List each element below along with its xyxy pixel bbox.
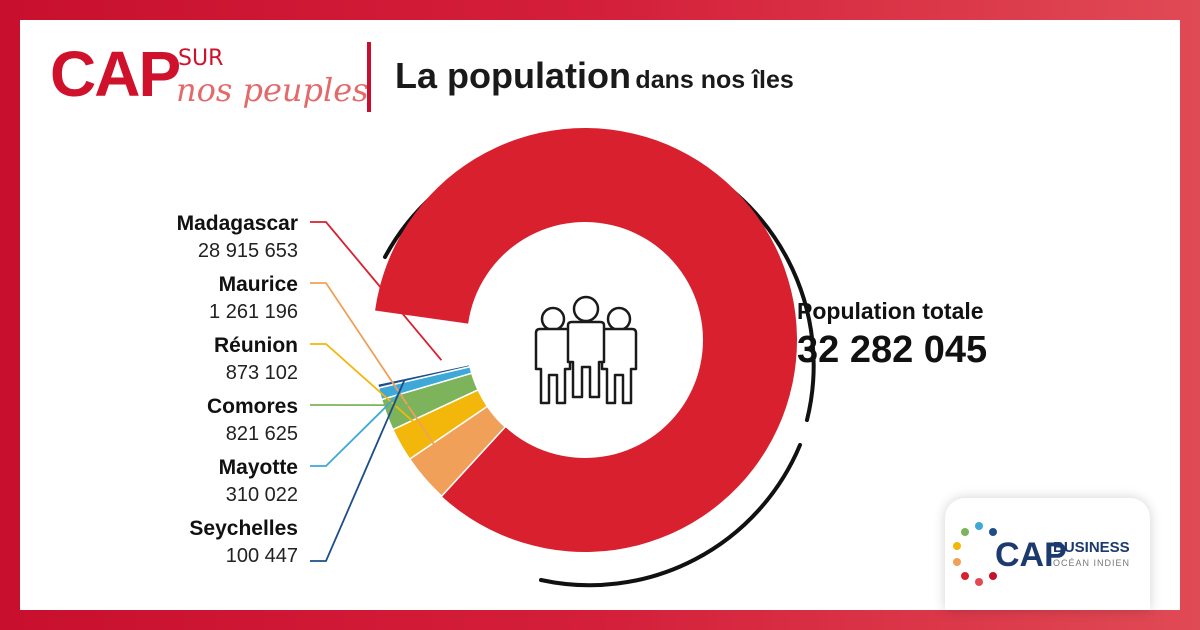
logo-sur-text: SUR <box>178 46 224 71</box>
page-title: La population dans nos îles <box>395 54 794 106</box>
logo-nos-peuples-text: nos peuples <box>176 71 369 109</box>
leader-seychelles <box>310 379 406 562</box>
label-mayotte: Mayotte <box>219 456 298 479</box>
badge-cap-text: CAP <box>995 536 1067 574</box>
outer-arc-lower <box>539 443 802 588</box>
label-réunion: Réunion <box>214 334 298 357</box>
slice-madagascar <box>375 127 797 552</box>
value-maurice: 1 261 196 <box>209 301 298 323</box>
logo-cap-text: CAP <box>50 38 181 110</box>
logo-hearts-icon <box>953 522 997 586</box>
value-madagascar: 28 915 653 <box>198 240 298 262</box>
leader-maurice <box>310 282 446 462</box>
slice-seychelles <box>376 363 471 389</box>
leader-mayotte <box>310 386 407 467</box>
total-value: 32 282 045 <box>797 329 988 371</box>
value-mayotte: 310 022 <box>226 484 298 506</box>
total-population: Population totale 32 282 045 <box>797 296 987 372</box>
title-main: La population <box>395 55 631 96</box>
total-label: Population totale <box>797 298 984 324</box>
leader-madagascar <box>310 221 443 361</box>
slice-labels: Madagascar 28 915 653 Maurice 1 261 196 Réun… <box>177 212 298 567</box>
label-madagascar: Madagascar <box>177 212 298 235</box>
people-icon <box>534 295 638 405</box>
header-divider <box>367 42 371 112</box>
badge-subtitle: OCÉAN INDIEN <box>1053 558 1131 568</box>
label-comores: Comores <box>207 395 298 418</box>
value-réunion: 873 102 <box>226 362 298 384</box>
cap-business-logo: CAP BUSINESS OCÉAN INDIEN <box>945 498 1150 610</box>
label-maurice: Maurice <box>219 273 298 296</box>
badge-business-text: BUSINESS <box>1053 539 1130 556</box>
value-seychelles: 100 447 <box>226 545 298 567</box>
title-rest: dans nos îles <box>635 66 794 94</box>
value-comores: 821 625 <box>226 423 298 445</box>
leader-lines <box>310 221 446 562</box>
label-seychelles: Seychelles <box>189 517 298 540</box>
